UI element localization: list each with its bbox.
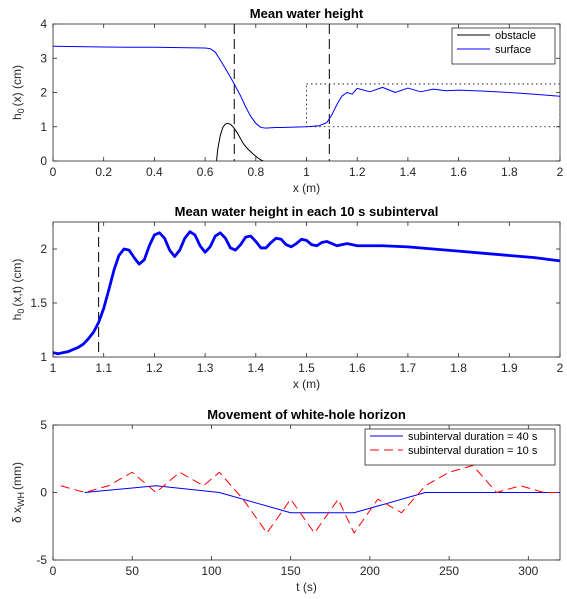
- x-axis-label: x (m): [293, 181, 320, 195]
- series-line-0: [216, 122, 264, 161]
- y-axis-label-main: h: [10, 113, 24, 120]
- x-tick-label: 1: [303, 165, 310, 179]
- y-tick-label: 0: [40, 486, 47, 500]
- y-tick-label: 2: [40, 242, 47, 256]
- zoom-box: [306, 83, 560, 128]
- x-tick-label: 0.6: [197, 165, 214, 179]
- x-tick-label: 50: [126, 564, 140, 578]
- x-tick-label: 0: [50, 564, 57, 578]
- legend-box: [364, 428, 556, 466]
- x-tick-label: 1.4: [247, 361, 264, 375]
- x-tick-label: 1.2: [146, 361, 163, 375]
- y-tick-label: 1: [40, 120, 47, 134]
- series-line-0: [84, 485, 560, 514]
- x-tick-label: 0.4: [146, 165, 163, 179]
- y-axis-label-main: h: [10, 314, 24, 321]
- y-tick-label: 1.5: [30, 296, 47, 310]
- x-axis-label: x (m): [293, 377, 320, 391]
- y-axis-label-unit: (mm): [10, 462, 24, 490]
- y-tick-label: 4: [40, 17, 47, 31]
- legend-label: subinterval duration = 10 s: [408, 445, 538, 457]
- x-tick-label: 2: [557, 165, 564, 179]
- x-tick-label: 0.2: [95, 165, 112, 179]
- chart-title: Movement of white-hole horizon: [207, 407, 406, 422]
- y-tick-label: 1: [40, 350, 47, 364]
- x-tick-label: 2: [557, 361, 564, 375]
- x-tick-label: 0.8: [247, 165, 264, 179]
- x-tick-label: 0: [50, 165, 57, 179]
- y-tick-label: 0: [40, 154, 47, 168]
- axes-frame: [52, 221, 561, 358]
- y-axis-label: δ xWH (mm): [10, 462, 26, 523]
- panel-mean-water-height: Mean water height 0 0.2 0.4 0.6 0.8 1 1.2 1.4 1.6…: [10, 6, 564, 195]
- y-axis-label-subscript: 0: [16, 309, 26, 314]
- x-tick-label: 1.9: [501, 361, 518, 375]
- axes-frame: [52, 424, 561, 561]
- x-tick-label: 1.8: [450, 361, 467, 375]
- x-tick-label: 1.1: [95, 361, 112, 375]
- series-line-1: [60, 465, 560, 534]
- plot-content: [60, 465, 560, 534]
- x-tick-label: 300: [518, 564, 538, 578]
- x-axis-label: t (s): [296, 580, 317, 594]
- y-tick-label: 3: [40, 51, 47, 65]
- y-tick-label: 5: [40, 418, 47, 432]
- panel-mean-water-height-subinterval: Mean water height in each 10 s subinterv…: [10, 204, 564, 391]
- plot-area: [53, 222, 560, 357]
- x-tick-label: 1.6: [450, 165, 467, 179]
- legend-label: subinterval duration = 40 s: [408, 431, 538, 443]
- x-tick-label: 1.2: [349, 165, 366, 179]
- legend-label: surface: [495, 44, 531, 56]
- y-axis-label-subscript: WH: [16, 492, 26, 507]
- y-axis-label-subscript: 0: [16, 108, 26, 113]
- y-axis-label-main: δ x: [10, 507, 24, 523]
- x-tick-label: 1.5: [298, 361, 315, 375]
- x-tick-label: 250: [439, 564, 459, 578]
- x-tick-label: 1.4: [400, 165, 417, 179]
- legend: subinterval duration = 40 s subinterval d…: [364, 428, 556, 466]
- y-axis-label: h0 (x) (cm): [10, 65, 26, 120]
- y-axis-label-unit: (x,t) (cm): [10, 259, 24, 307]
- chart-title: Mean water height: [250, 6, 364, 21]
- x-tick-label: 200: [360, 564, 380, 578]
- legend-box: [451, 27, 556, 65]
- x-tick-label: 150: [281, 564, 301, 578]
- x-tick-label: 1.8: [501, 165, 518, 179]
- x-tick-label: 1.7: [400, 361, 417, 375]
- legend: obstacle surface: [451, 27, 556, 65]
- y-tick-label: -5: [36, 553, 47, 567]
- legend-label: obstacle: [495, 30, 536, 42]
- x-tick-label: 1.6: [349, 361, 366, 375]
- chart-title: Mean water height in each 10 s subinterv…: [175, 204, 439, 219]
- series-line-0: [53, 230, 560, 356]
- y-axis-label: h0 (x,t) (cm): [10, 259, 26, 321]
- x-tick-label: 100: [201, 564, 221, 578]
- x-tick-label: 1: [50, 361, 57, 375]
- y-tick-label: 2: [40, 86, 47, 100]
- x-tick-label: 1.3: [197, 361, 214, 375]
- axes-frame: [52, 23, 561, 162]
- plot-content: [53, 222, 560, 357]
- plot-content: [53, 24, 560, 161]
- series-line-1: [53, 45, 560, 129]
- y-axis-label-unit: (x) (cm): [10, 65, 24, 106]
